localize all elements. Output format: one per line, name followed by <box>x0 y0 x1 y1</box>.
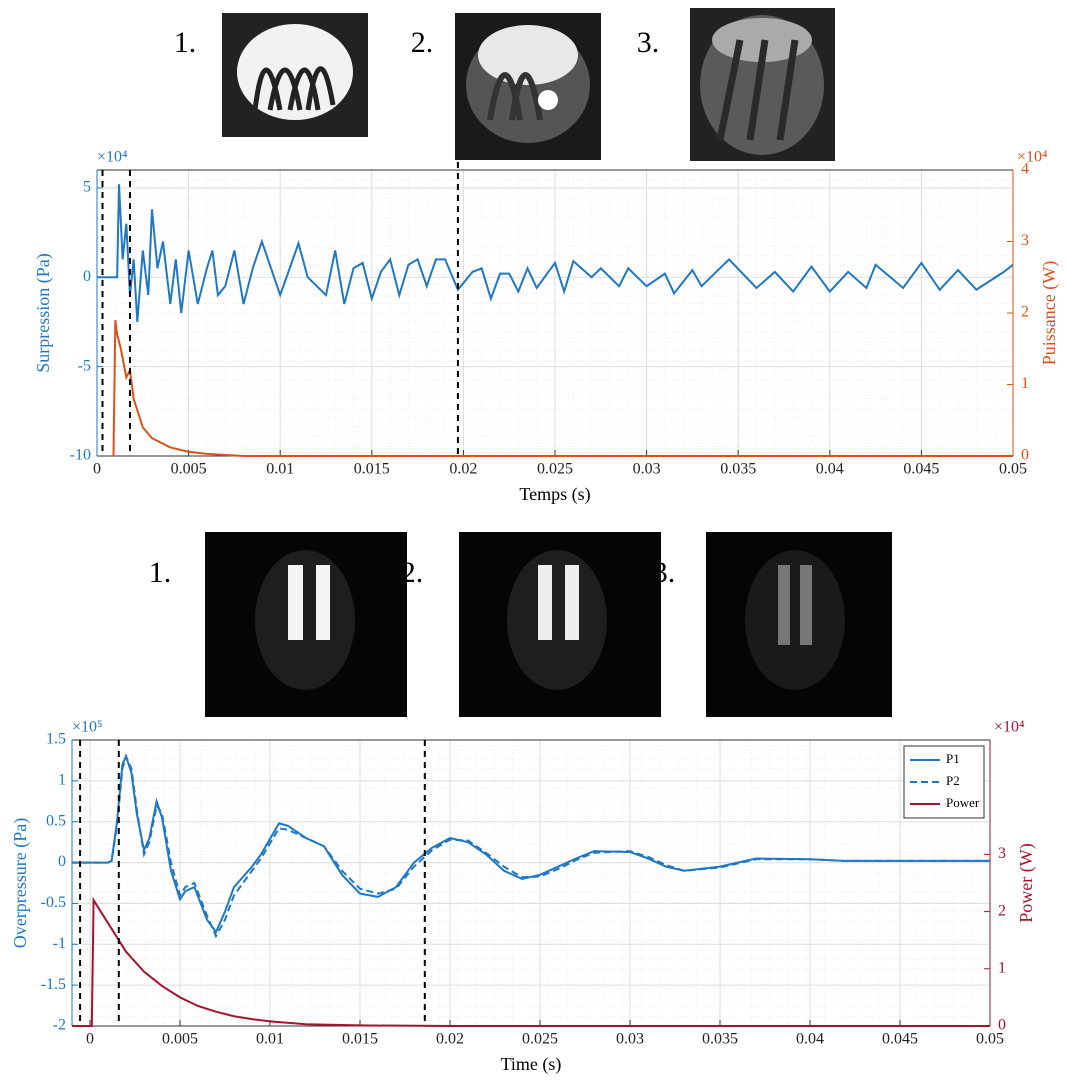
x-tick-label: 0.025 <box>522 1031 558 1048</box>
y-tick-label: 1.5 <box>46 731 66 748</box>
y-tick-label: 0.5 <box>46 812 66 829</box>
legend-label: P1 <box>946 751 960 766</box>
y2-tick-label: 3 <box>998 845 1006 862</box>
photo-label: 2. <box>411 26 434 59</box>
x-tick-label: 0.045 <box>903 461 939 478</box>
x-tick-label: 0.01 <box>256 1031 284 1048</box>
x-tick-label: 0.04 <box>796 1031 824 1048</box>
x-tick-label: 0.02 <box>436 1031 464 1048</box>
y-tick-label: -1.5 <box>41 976 66 993</box>
y-tick-label: -1 <box>53 935 66 952</box>
x-axis-label: Temps (s) <box>519 484 590 505</box>
photo <box>459 532 661 717</box>
y-tick-label: -5 <box>78 357 91 374</box>
x-tick-label: 0.04 <box>816 461 844 478</box>
legend-label: P2 <box>946 773 960 788</box>
y2-axis-label: Puissance (W) <box>1039 261 1060 365</box>
x-tick-label: 0.015 <box>354 461 390 478</box>
y-scale-label: ×10⁵ <box>72 719 103 736</box>
x-tick-label: 0.02 <box>449 461 477 478</box>
y2-tick-label: 0 <box>998 1017 1006 1034</box>
y-tick-label: 0 <box>58 853 66 870</box>
photo-label: 3. <box>637 26 660 59</box>
y-tick-label: -10 <box>70 447 91 464</box>
x-tick-label: 0.045 <box>882 1031 918 1048</box>
y2-axis-label: Power (W) <box>1016 843 1037 922</box>
y2-tick-label: 0 <box>1021 447 1029 464</box>
y2-scale-label: ×10⁴ <box>994 719 1025 736</box>
y-tick-label: -2 <box>53 1017 66 1034</box>
x-tick-label: 0 <box>93 461 101 478</box>
x-tick-label: 0.01 <box>266 461 294 478</box>
data-line <box>72 753 990 939</box>
x-tick-label: 0.03 <box>616 1031 644 1048</box>
y2-scale-label: ×10⁴ <box>1017 149 1048 166</box>
y2-tick-label: 2 <box>998 902 1006 919</box>
y2-tick-label: 2 <box>1021 304 1029 321</box>
x-tick-label: 0.015 <box>342 1031 378 1048</box>
x-tick-label: 0.005 <box>162 1031 198 1048</box>
y-tick-label: 5 <box>83 179 91 196</box>
x-tick-label: 0.03 <box>633 461 661 478</box>
legend-label: Power <box>946 795 980 810</box>
y-tick-label: 1 <box>58 772 66 789</box>
y-tick-label: 0 <box>83 268 91 285</box>
y2-tick-label: 4 <box>1021 161 1029 178</box>
y-scale-label: ×10⁴ <box>97 149 128 166</box>
photo-label: 1. <box>174 26 197 59</box>
photo-label: 1. <box>149 556 172 589</box>
photo <box>690 8 835 161</box>
x-tick-label: 0.035 <box>720 461 756 478</box>
x-tick-label: 0.05 <box>976 1031 1004 1048</box>
y-axis-label: Overpressure (Pa) <box>10 818 31 948</box>
photo <box>222 13 368 137</box>
x-tick-label: 0.025 <box>537 461 573 478</box>
x-tick-label: 0 <box>86 1031 94 1048</box>
legend-box <box>903 745 985 819</box>
y-tick-label: -0.5 <box>41 894 66 911</box>
x-tick-label: 0.035 <box>702 1031 738 1048</box>
y2-tick-label: 3 <box>1021 232 1029 249</box>
photo <box>455 13 601 160</box>
y2-tick-label: 1 <box>1021 375 1029 392</box>
x-axis-label: Time (s) <box>501 1054 562 1075</box>
data-line <box>112 320 1013 457</box>
photo <box>706 532 892 717</box>
data-line <box>97 184 1014 323</box>
x-tick-label: 0.005 <box>171 461 207 478</box>
data-line <box>72 896 990 1027</box>
photo <box>205 532 407 717</box>
photo-label: 2. <box>401 556 424 589</box>
y-axis-label: Surpression (Pa) <box>33 253 54 373</box>
x-tick-label: 0.05 <box>999 461 1027 478</box>
photo-label: 3. <box>653 556 676 589</box>
y2-tick-label: 1 <box>998 959 1006 976</box>
